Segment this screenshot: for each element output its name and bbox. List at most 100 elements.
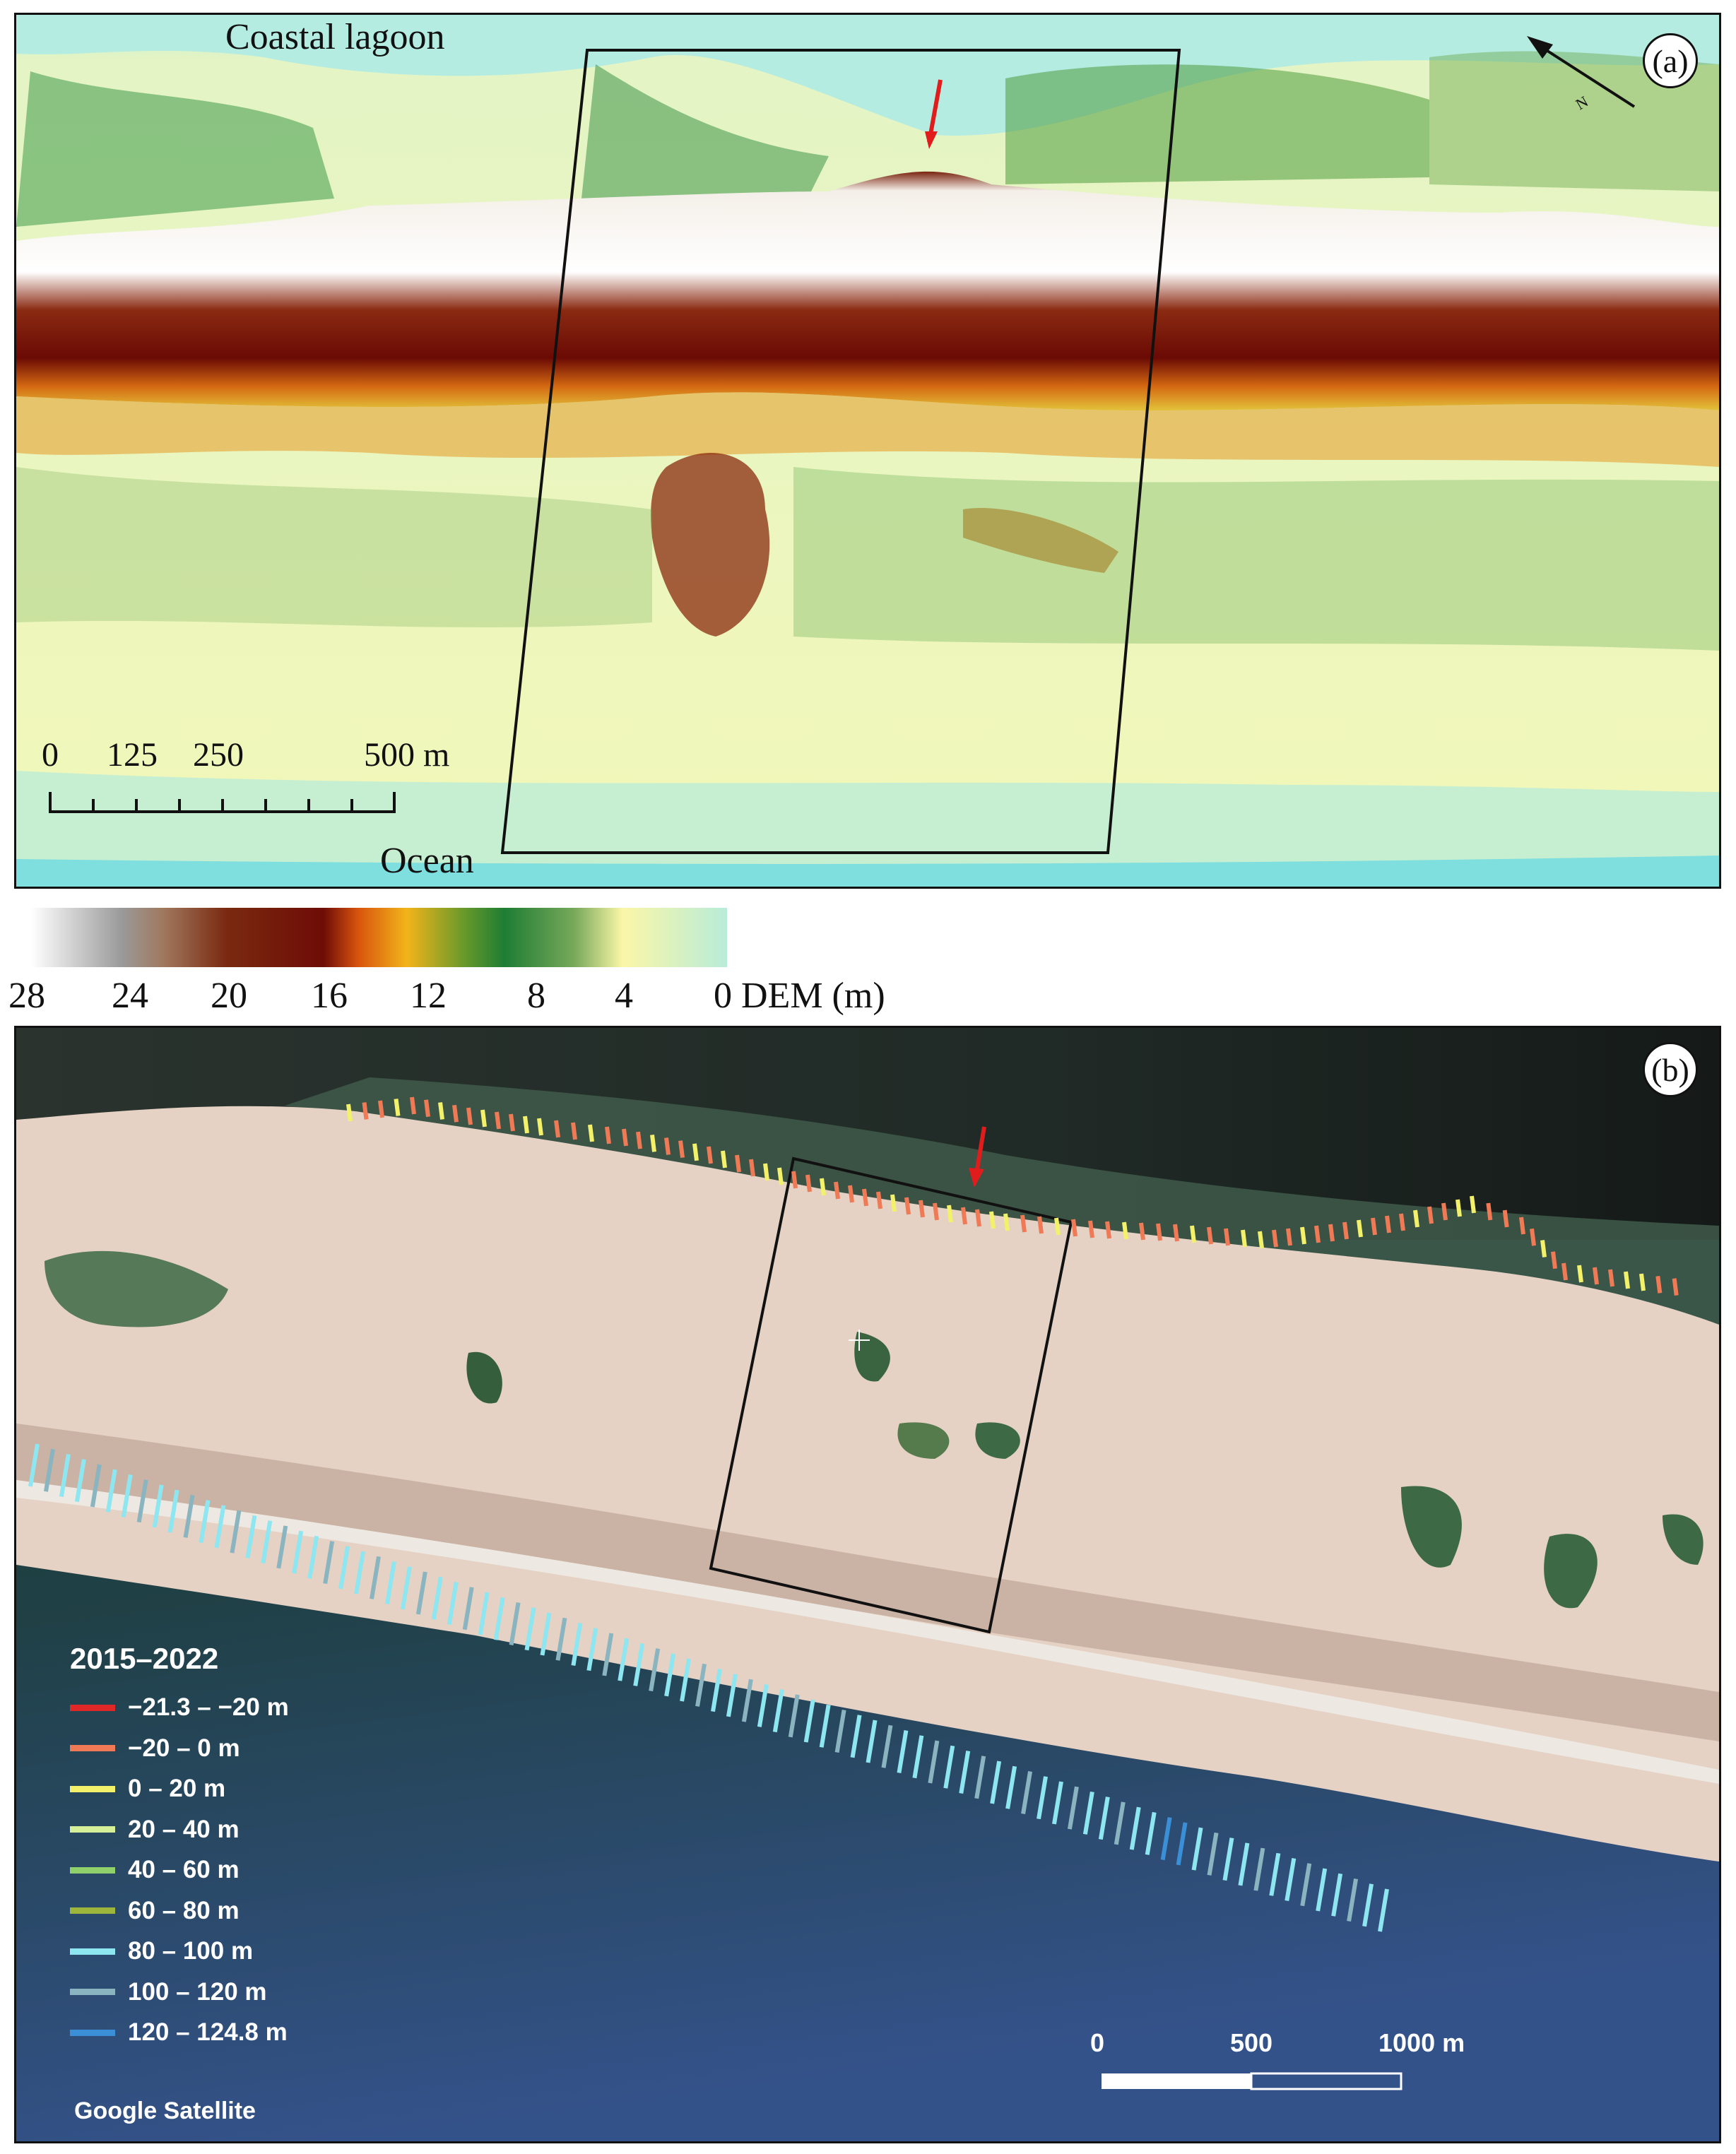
lagoon-transect xyxy=(876,1191,882,1209)
lagoon-transect xyxy=(1413,1209,1419,1228)
ocean-transect xyxy=(478,1592,490,1635)
dem-map-panel: Coastal lagoon Ocean N 0 125 250 500 m (… xyxy=(14,13,1721,889)
lagoon-transect xyxy=(1672,1278,1679,1296)
colorbar-tick: 16 xyxy=(311,976,348,1016)
panel-b-letter: (b) xyxy=(1643,1042,1698,1097)
north-arrow-icon xyxy=(1527,36,1636,108)
ocean-transect xyxy=(555,1617,567,1661)
lagoon-transect xyxy=(848,1185,854,1203)
ocean-transect xyxy=(602,1633,614,1676)
lagoon-transect xyxy=(605,1126,611,1144)
lagoon-transect xyxy=(480,1109,487,1128)
lagoon-transect xyxy=(1105,1221,1111,1239)
lagoon-transect-group xyxy=(346,1096,1679,1296)
lagoon-transect xyxy=(1486,1202,1493,1221)
legend-item: 120 – 124.8 m xyxy=(70,2016,288,2049)
lagoon-transect xyxy=(523,1116,529,1134)
lagoon-transect xyxy=(664,1137,671,1155)
ocean-transect xyxy=(1253,1847,1265,1891)
scale-bar xyxy=(49,792,396,813)
ocean-transect xyxy=(866,1720,878,1763)
lagoon-transect xyxy=(862,1188,868,1207)
lagoon-transect xyxy=(735,1154,741,1173)
legend-swatch xyxy=(70,1745,115,1751)
lagoon-transect xyxy=(919,1200,925,1218)
ocean-transect xyxy=(338,1546,350,1590)
ocean-transect xyxy=(370,1556,381,1599)
ocean-transect xyxy=(524,1607,536,1651)
lagoon-transect xyxy=(1173,1224,1179,1242)
ocean-transect xyxy=(28,1443,40,1487)
ocean-transect xyxy=(136,1479,148,1523)
google-satellite-credit: Google Satellite xyxy=(74,2097,256,2124)
lagoon-transect xyxy=(763,1163,769,1181)
ocean-transect xyxy=(245,1515,257,1558)
lagoon-transect xyxy=(1342,1221,1349,1240)
legend-label: 80 – 100 m xyxy=(128,1937,254,1965)
scale-tick-500: 500 m xyxy=(364,736,450,774)
lagoon-transect xyxy=(1624,1271,1630,1289)
ocean-transect xyxy=(59,1453,71,1497)
lagoon-transect xyxy=(1054,1217,1061,1236)
legend-label: 120 – 124.8 m xyxy=(128,2018,288,2046)
lagoon-transect xyxy=(707,1146,713,1164)
lagoon-transect xyxy=(1593,1267,1599,1285)
ocean-transect xyxy=(633,1643,645,1686)
ocean-transect xyxy=(74,1459,86,1503)
colorbar-tick: 20 xyxy=(211,976,247,1016)
ocean-transect xyxy=(1067,1786,1079,1830)
ocean-transect xyxy=(1114,1801,1126,1845)
ocean-transect xyxy=(509,1602,521,1645)
lagoon-transect xyxy=(378,1100,384,1118)
dem-colorbar xyxy=(31,908,727,967)
legend-title: 2015–2022 xyxy=(70,1642,219,1675)
ocean-transect xyxy=(400,1566,412,1610)
lagoon-transect xyxy=(571,1122,577,1140)
ocean-transect xyxy=(1347,1878,1359,1922)
lagoon-transect xyxy=(1455,1199,1462,1217)
legend-item: 0 – 20 m xyxy=(70,1773,225,1805)
ocean-transect xyxy=(928,1740,940,1784)
lagoon-transect xyxy=(1441,1202,1448,1221)
lagoon-transect xyxy=(1139,1222,1145,1241)
ocean-transect xyxy=(1082,1791,1094,1835)
ocean-transect xyxy=(1269,1852,1281,1896)
ocean-transect xyxy=(323,1541,335,1585)
scale-tick-1000: 1000 m xyxy=(1378,2028,1465,2057)
legend-item: 40 – 60 m xyxy=(70,1854,240,1886)
ocean-transect xyxy=(415,1571,427,1615)
lagoon-transect xyxy=(1207,1226,1213,1245)
lagoon-transect xyxy=(466,1107,473,1125)
ocean-transect xyxy=(354,1551,365,1594)
ocean-transect xyxy=(649,1648,661,1692)
lagoon-transect xyxy=(1371,1217,1377,1236)
lagoon-transect xyxy=(424,1099,430,1118)
lagoon-transect xyxy=(1530,1228,1536,1246)
lagoon-transect xyxy=(1037,1216,1044,1234)
ocean-transect xyxy=(167,1489,179,1533)
ocean-transect xyxy=(1300,1863,1312,1907)
legend-swatch xyxy=(70,2029,115,2036)
lagoon-transect xyxy=(1088,1220,1094,1238)
lagoon-transect xyxy=(622,1128,628,1147)
lagoon-transect xyxy=(588,1124,594,1142)
lagoon-transect xyxy=(749,1159,755,1177)
ocean-transect xyxy=(726,1674,738,1717)
lagoon-transect xyxy=(777,1167,784,1185)
lagoon-transect xyxy=(1224,1228,1230,1246)
study-area-box xyxy=(709,1156,1073,1634)
lagoon-transect xyxy=(975,1209,981,1227)
ocean-transect xyxy=(1316,1868,1328,1912)
interior-dune-blob xyxy=(651,453,770,637)
lagoon-transect xyxy=(834,1181,840,1200)
ocean-transect xyxy=(1222,1838,1234,1881)
ocean-transect xyxy=(152,1484,164,1528)
lagoon-transect xyxy=(394,1099,401,1116)
lagoon-transect xyxy=(1639,1273,1646,1291)
lagoon-transect xyxy=(904,1197,911,1215)
dem-map-graphic xyxy=(16,15,1719,887)
ocean-transect xyxy=(695,1663,707,1707)
lagoon-transect xyxy=(1272,1229,1278,1248)
colorbar-tick: 28 xyxy=(8,976,45,1016)
legend-swatch xyxy=(70,1704,115,1711)
